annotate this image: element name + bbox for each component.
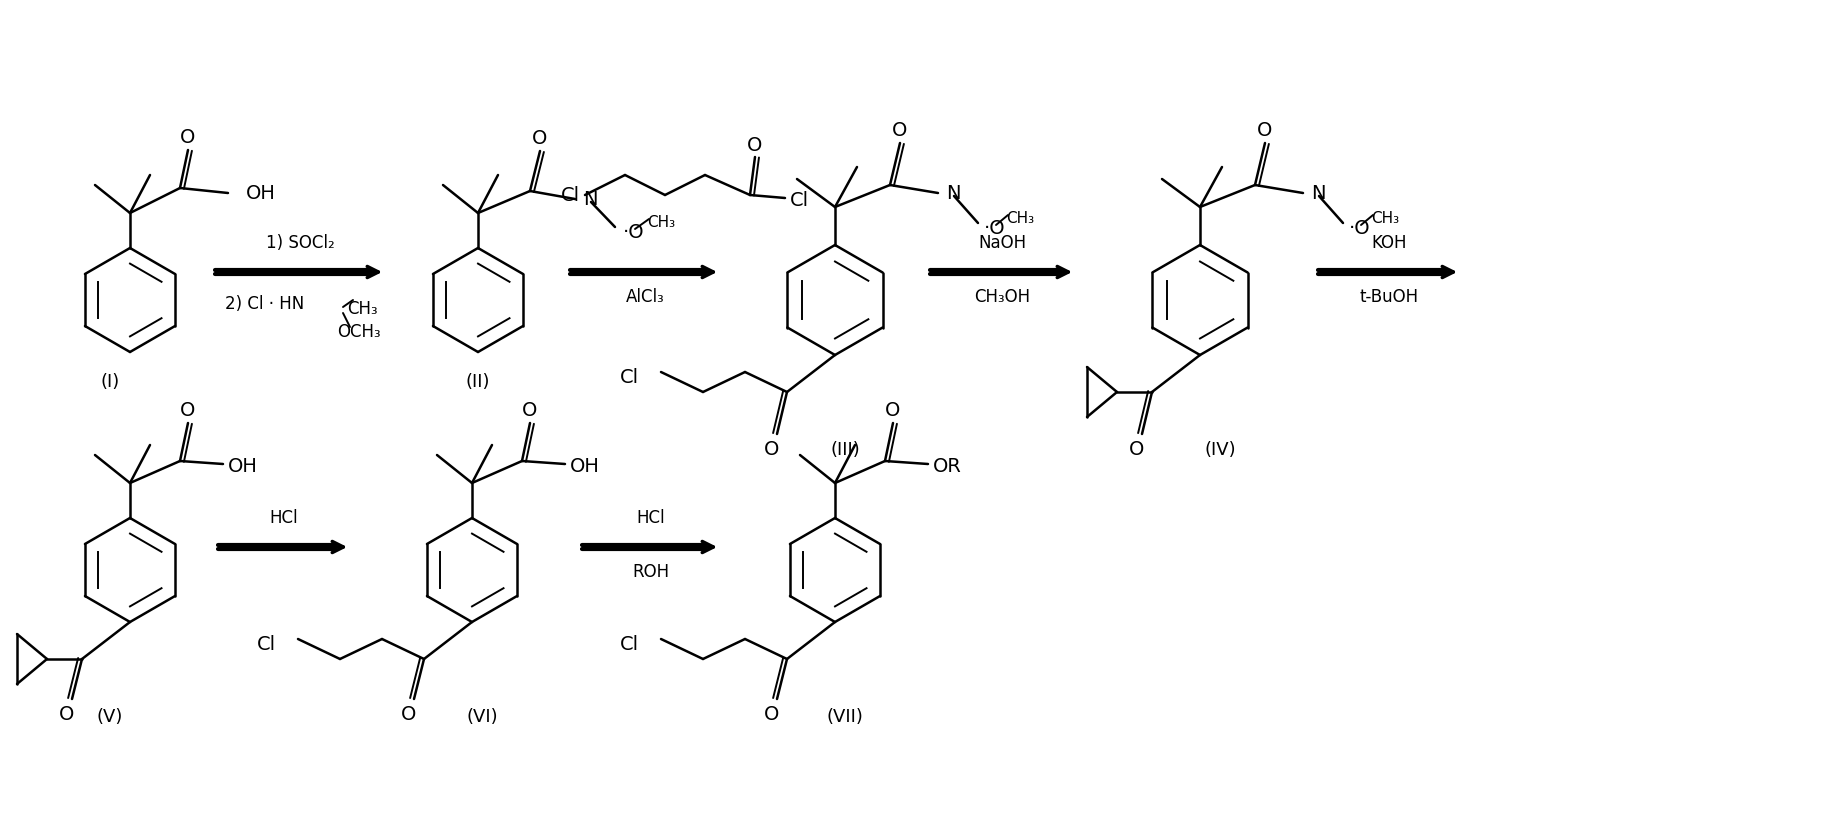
Text: (III): (III)	[830, 441, 860, 459]
Text: O: O	[747, 135, 762, 155]
Text: AlCl₃: AlCl₃	[625, 288, 664, 306]
Text: O: O	[1129, 439, 1144, 458]
Text: OCH₃: OCH₃	[338, 323, 380, 341]
Text: CH₃: CH₃	[1371, 210, 1399, 226]
Text: OH: OH	[570, 456, 600, 475]
Text: OH: OH	[229, 456, 258, 475]
Text: O: O	[402, 705, 417, 723]
Text: Cl: Cl	[561, 185, 579, 204]
Text: (II): (II)	[465, 373, 491, 391]
Text: (I): (I)	[100, 373, 120, 391]
Text: ·O: ·O	[624, 222, 644, 241]
Text: Cl: Cl	[620, 634, 638, 653]
Text: KOH: KOH	[1371, 234, 1406, 252]
Text: ·O: ·O	[983, 218, 1006, 237]
Text: CH₃: CH₃	[347, 300, 378, 318]
Text: NaOH: NaOH	[978, 234, 1026, 252]
Text: O: O	[893, 120, 908, 139]
Text: OH: OH	[245, 184, 277, 203]
Text: OR: OR	[934, 456, 961, 475]
Text: HCl: HCl	[637, 509, 666, 527]
Text: O: O	[1256, 120, 1273, 139]
Text: CH₃: CH₃	[1006, 210, 1035, 226]
Text: Cl: Cl	[256, 634, 277, 653]
Text: O: O	[181, 128, 196, 147]
Text: O: O	[533, 129, 548, 147]
Text: 2) Cl · HN: 2) Cl · HN	[225, 295, 304, 313]
Text: ·O: ·O	[1349, 218, 1371, 237]
Text: CH₃OH: CH₃OH	[974, 288, 1030, 306]
Text: t-BuOH: t-BuOH	[1360, 288, 1419, 306]
Text: (VII): (VII)	[827, 708, 863, 726]
Text: 1) SOCl₂: 1) SOCl₂	[266, 234, 334, 252]
Text: O: O	[59, 705, 74, 723]
Text: O: O	[764, 705, 780, 723]
Text: O: O	[886, 400, 900, 419]
Text: Cl: Cl	[620, 368, 638, 386]
Text: N: N	[583, 190, 598, 208]
Text: (V): (V)	[96, 708, 124, 726]
Text: (IV): (IV)	[1205, 441, 1236, 459]
Text: O: O	[181, 400, 196, 419]
Text: HCl: HCl	[269, 509, 299, 527]
Text: CH₃: CH₃	[648, 214, 675, 230]
Text: (VI): (VI)	[467, 708, 498, 726]
Text: Cl: Cl	[790, 190, 810, 209]
Text: O: O	[764, 439, 780, 458]
Text: ROH: ROH	[633, 563, 670, 581]
Text: N: N	[946, 184, 961, 203]
Text: N: N	[1312, 184, 1325, 203]
Text: O: O	[522, 400, 537, 419]
